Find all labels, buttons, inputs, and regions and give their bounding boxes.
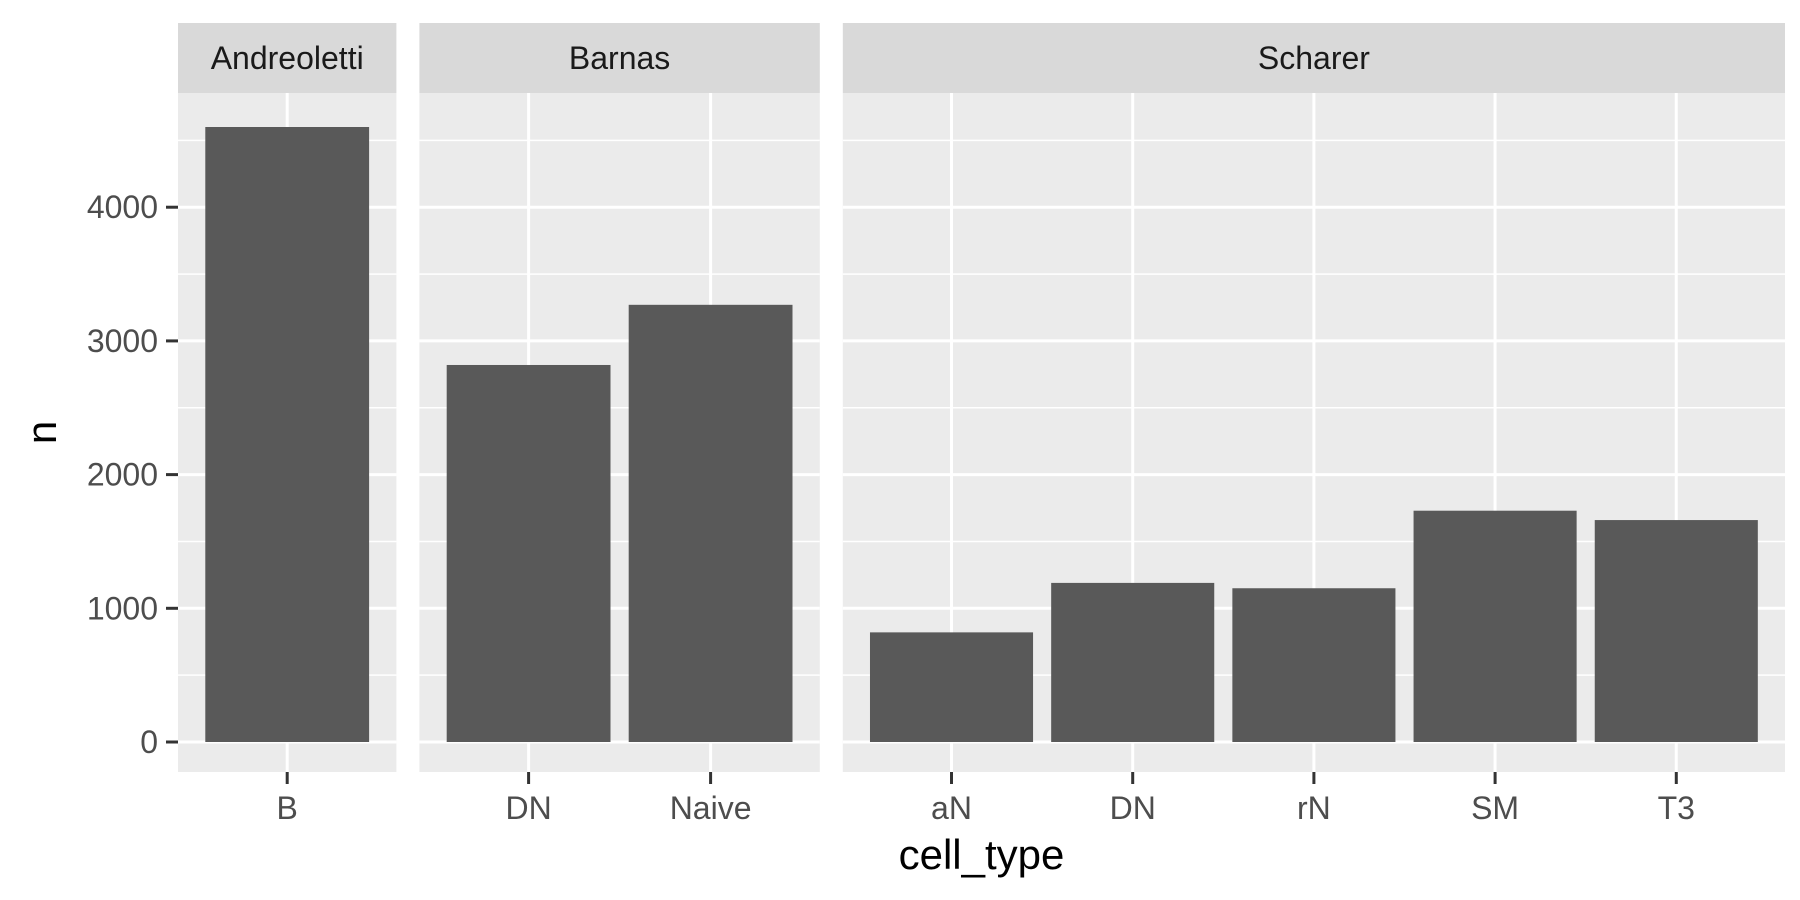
facet-strip <box>842 23 1785 93</box>
bar-dn <box>446 364 611 742</box>
x-tick-label: Naive <box>670 790 752 826</box>
y-tick-label: 4000 <box>87 189 158 225</box>
bar-dn <box>1051 582 1215 742</box>
facet-strip <box>419 23 820 93</box>
bar-b <box>205 127 370 742</box>
facet-panel-andreoletti: Andreoletti B <box>178 23 397 826</box>
x-tick-label: DN <box>1110 790 1156 826</box>
x-tick-label: DN <box>505 790 551 826</box>
bar-an <box>869 632 1034 742</box>
x-tick-label: aN <box>931 790 972 826</box>
x-tick-label: T3 <box>1658 790 1695 826</box>
bar-t3 <box>1594 520 1758 742</box>
x-tick-label: rN <box>1297 790 1331 826</box>
y-tick-label: 0 <box>140 724 158 760</box>
bar-rn <box>1232 588 1396 742</box>
facet-strip-label: Scharer <box>1258 40 1370 76</box>
facet-panel-barnas: Barnas DN Naive <box>419 23 820 826</box>
y-axis: 0 1000 2000 3000 4000 <box>87 189 178 760</box>
y-axis-title: n <box>18 421 65 444</box>
bar-sm <box>1413 510 1577 742</box>
facet-strip <box>178 23 397 93</box>
x-tick-label: SM <box>1471 790 1519 826</box>
y-tick-label: 1000 <box>87 590 158 626</box>
facet-strip-label: Andreoletti <box>211 40 364 76</box>
y-tick-label: 2000 <box>87 457 158 493</box>
y-tick-label: 3000 <box>87 323 158 359</box>
facet-panel-scharer: Scharer aN DN rN SM T3 <box>842 23 1785 826</box>
facet-strip-label: Barnas <box>569 40 670 76</box>
x-axis-title: cell_type <box>899 831 1065 878</box>
bar-naive <box>628 304 793 742</box>
x-tick-label: B <box>277 790 298 826</box>
